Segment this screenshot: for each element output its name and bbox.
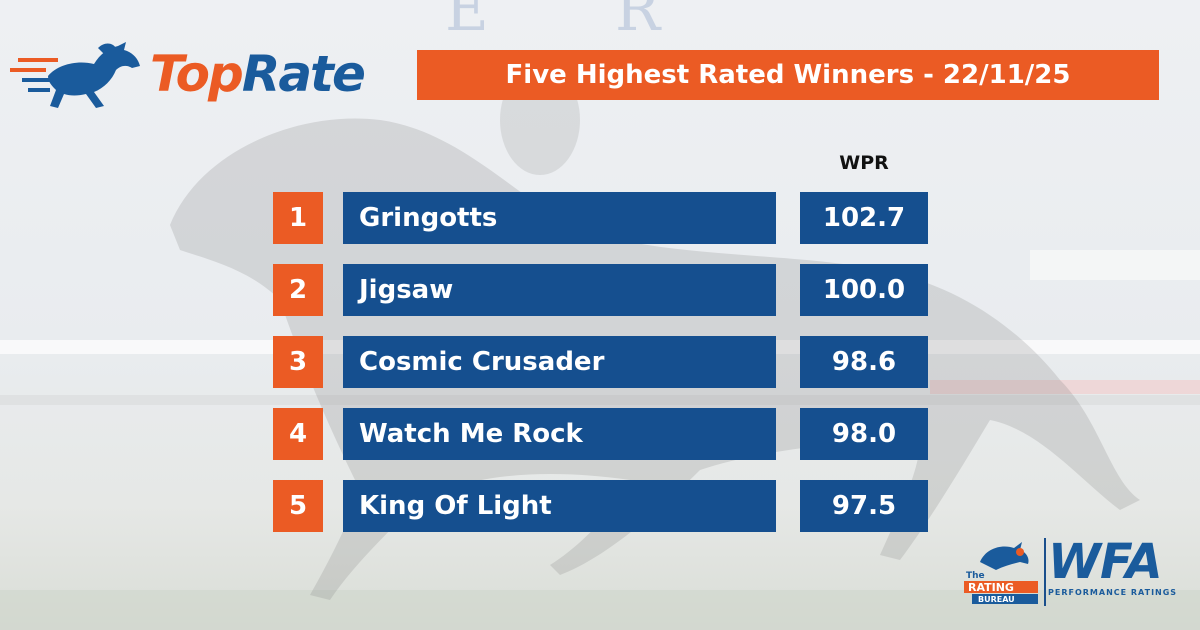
rank-badge: 3	[273, 336, 323, 388]
toprate-logo: TopRate	[8, 36, 388, 116]
rating-bureau-rating: RATING	[968, 581, 1014, 594]
wfa-logo: WFA PERFORMANCE RATINGS	[1048, 534, 1188, 597]
wpr-value: 102.7	[800, 192, 928, 244]
wpr-value: 100.0	[800, 264, 928, 316]
horse-name: Cosmic Crusader	[343, 336, 776, 388]
horse-name: Gringotts	[343, 192, 776, 244]
brand-name-rate: Rate	[241, 45, 366, 103]
rating-bureau-the: The	[966, 571, 985, 581]
wpr-value: 97.5	[800, 480, 928, 532]
wfa-subtitle: PERFORMANCE RATINGS	[1048, 588, 1178, 597]
horse-name: Jigsaw	[343, 264, 776, 316]
wfa-title: WFA	[1048, 534, 1163, 590]
wpr-column-header: WPR	[839, 152, 889, 174]
rank-badge: 2	[273, 264, 323, 316]
racehorse-icon	[10, 42, 140, 108]
svg-text:R: R	[615, 0, 662, 45]
horse-name: Watch Me Rock	[343, 408, 776, 460]
title-banner: Five Highest Rated Winners - 22/11/25	[417, 50, 1159, 100]
rank-badge: 1	[273, 192, 323, 244]
rank-badge: 4	[273, 408, 323, 460]
horse-name: King Of Light	[343, 480, 776, 532]
brand-name-top: Top	[150, 45, 244, 103]
logo-divider	[1044, 538, 1046, 606]
rating-bureau-logo: The RATING BUREAU	[962, 540, 1042, 606]
rating-bureau-bureau: BUREAU	[978, 595, 1015, 604]
svg-text:E: E	[445, 0, 489, 45]
wpr-value: 98.6	[800, 336, 928, 388]
wpr-value: 98.0	[800, 408, 928, 460]
brand-wordmark: TopRate	[150, 38, 366, 110]
rank-badge: 5	[273, 480, 323, 532]
